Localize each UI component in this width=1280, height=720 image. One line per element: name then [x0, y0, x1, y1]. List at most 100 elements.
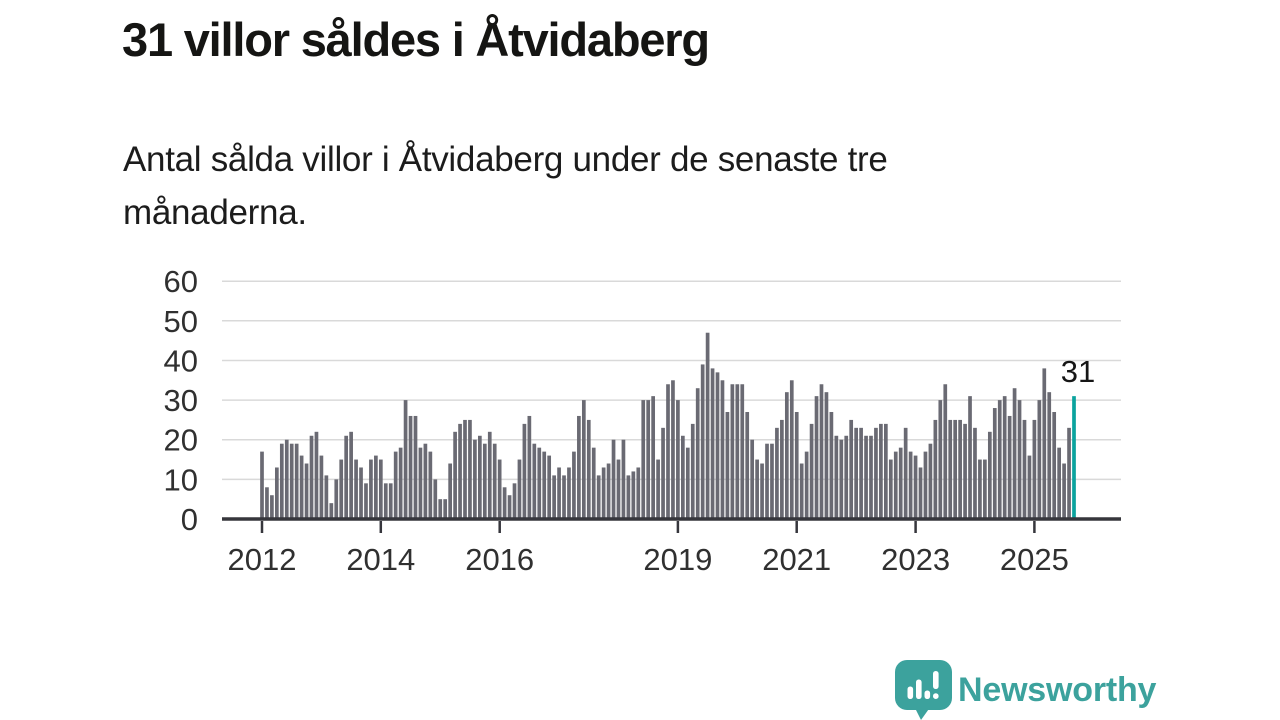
bar: [468, 419, 472, 519]
bar: [775, 427, 779, 519]
bar: [1042, 368, 1047, 519]
x-tick-label: 2016: [465, 542, 534, 577]
y-tick-label: 0: [181, 502, 198, 537]
chart-subtitle: Antal sålda villor i Åtvidaberg under de…: [123, 140, 888, 232]
bar: [369, 459, 373, 519]
y-tick-label: 30: [164, 383, 198, 418]
bar: [760, 463, 764, 519]
bar: [542, 451, 547, 519]
bar: [275, 467, 279, 519]
bar: [968, 396, 972, 519]
bar: [978, 459, 982, 519]
bar: [408, 415, 413, 519]
bar: [1052, 411, 1057, 519]
bar: [616, 459, 621, 519]
bar: [393, 451, 398, 519]
bar: [626, 475, 631, 519]
bar: [492, 443, 497, 519]
x-tick-label: 2012: [228, 542, 297, 577]
bar: [557, 467, 561, 519]
bar: [715, 372, 720, 519]
bar: [596, 475, 601, 519]
bar: [562, 475, 566, 519]
bar: [304, 463, 309, 519]
bar: [740, 384, 745, 519]
bar: [730, 384, 735, 519]
bar: [265, 487, 269, 519]
brand-name: Newsworthy: [958, 671, 1157, 709]
bar: [938, 400, 943, 519]
bar: [428, 451, 433, 519]
bar: [953, 419, 958, 519]
bar: [586, 419, 591, 519]
bar: [983, 459, 987, 519]
bar: [547, 455, 552, 519]
bar: [537, 447, 542, 519]
bar: [770, 443, 774, 519]
bar: [710, 368, 715, 519]
bar: [478, 435, 482, 519]
newsworthy-logo: Newsworthy: [895, 660, 1185, 720]
bar: [725, 411, 730, 519]
bar: [497, 459, 502, 519]
bar: [780, 419, 784, 519]
bar: [344, 435, 349, 519]
bar: [453, 431, 457, 519]
bar: [819, 384, 824, 519]
bar: [898, 447, 903, 519]
x-tick-label: 2021: [762, 542, 831, 577]
bar: [859, 427, 863, 519]
bar: [1037, 400, 1042, 519]
bar: [314, 431, 319, 519]
bar: [651, 396, 655, 519]
bar: [388, 483, 393, 519]
bar: [661, 427, 665, 519]
bar: [834, 435, 839, 519]
logo-chart-bar-icon: [916, 679, 922, 699]
bar: [522, 423, 527, 519]
bar: [690, 423, 695, 519]
bar: [755, 459, 759, 519]
bar: [423, 443, 428, 519]
bar: [1047, 392, 1052, 519]
bar: [270, 495, 274, 519]
bar: [403, 400, 408, 519]
bar: [685, 447, 690, 519]
y-tick-label: 10: [164, 462, 198, 497]
bar: [869, 435, 873, 519]
bar: [473, 439, 477, 519]
bar: [507, 495, 512, 519]
bar: [789, 380, 794, 519]
bar: [943, 384, 948, 519]
bar: [705, 332, 710, 519]
bar: [324, 475, 329, 519]
bar: [656, 459, 660, 519]
bar: [502, 487, 507, 519]
bar: [804, 451, 809, 519]
bar: [676, 400, 680, 519]
logo-bubble: [895, 660, 952, 710]
bar: [973, 427, 977, 519]
bar: [294, 443, 299, 519]
bar: [552, 475, 556, 519]
bar: [606, 463, 611, 519]
bar: [879, 423, 883, 519]
bar: [581, 400, 586, 519]
bar: [349, 431, 353, 519]
bar: [299, 455, 304, 519]
x-tick-label: 2019: [643, 542, 712, 577]
bar: [532, 443, 537, 519]
bar: [1017, 400, 1022, 519]
bar: [913, 455, 918, 519]
bar: [799, 463, 804, 519]
bar: [1057, 447, 1061, 519]
bar: [750, 439, 755, 519]
bar: [888, 459, 893, 519]
bar: [839, 439, 844, 519]
bar: [591, 447, 596, 519]
bar: [948, 419, 953, 519]
bar: [997, 400, 1002, 519]
bar: [354, 459, 358, 519]
bar: [784, 392, 789, 519]
